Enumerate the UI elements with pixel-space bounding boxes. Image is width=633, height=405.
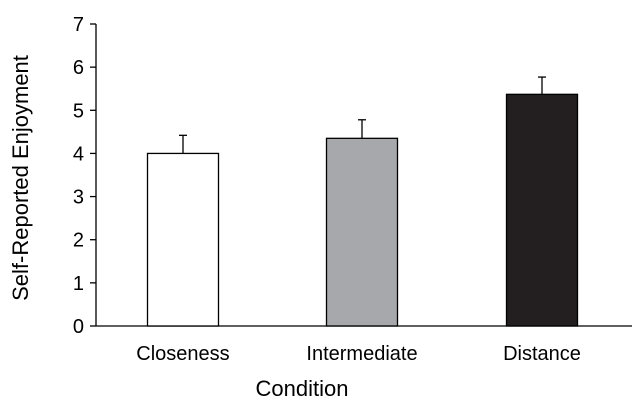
bar-closeness — [146, 152, 220, 327]
y-tick-label: 2 — [73, 230, 84, 252]
bar-distance — [505, 93, 579, 327]
y-axis-label: Self-Reported Enjoyment — [8, 55, 33, 301]
x-tick-label: Intermediate — [306, 343, 417, 365]
y-tick-label: 1 — [73, 273, 84, 295]
y-tick-label: 7 — [73, 14, 84, 36]
y-tick-label: 0 — [73, 316, 84, 338]
x-tick-label: Distance — [503, 343, 581, 365]
y-tick-label: 4 — [73, 143, 84, 165]
plot-area: 0 1 2 3 4 5 6 7 Closeness Intermediate Distance — [73, 14, 632, 365]
bar-intermediate — [325, 137, 399, 327]
x-axis-label: Condition — [256, 376, 349, 401]
x-tick-label: Closeness — [136, 343, 229, 365]
y-tick-label: 3 — [73, 187, 84, 209]
y-tick-label: 6 — [73, 57, 84, 79]
y-tick-label: 5 — [73, 100, 84, 122]
